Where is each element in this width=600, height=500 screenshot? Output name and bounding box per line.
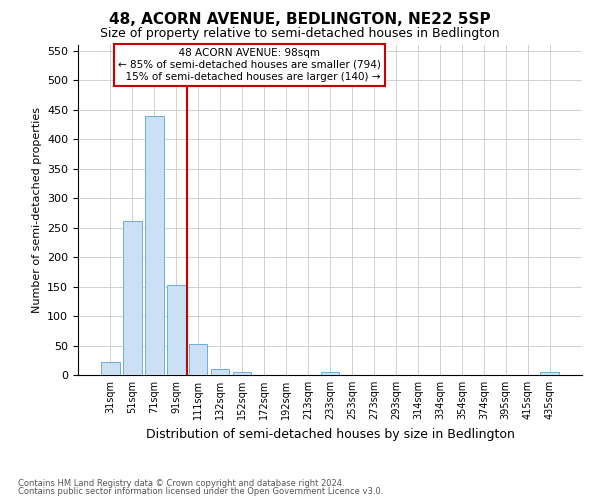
Bar <box>211 369 229 375</box>
Bar <box>189 344 208 375</box>
Bar <box>145 116 164 375</box>
Bar <box>233 372 251 375</box>
Bar <box>123 220 142 375</box>
Text: 48, ACORN AVENUE, BEDLINGTON, NE22 5SP: 48, ACORN AVENUE, BEDLINGTON, NE22 5SP <box>109 12 491 28</box>
X-axis label: Distribution of semi-detached houses by size in Bedlington: Distribution of semi-detached houses by … <box>146 428 514 440</box>
Bar <box>101 362 119 375</box>
Text: Contains HM Land Registry data © Crown copyright and database right 2024.: Contains HM Land Registry data © Crown c… <box>18 478 344 488</box>
Bar <box>541 372 559 375</box>
Text: 48 ACORN AVENUE: 98sqm  
← 85% of semi-detached houses are smaller (794)
  15% o: 48 ACORN AVENUE: 98sqm ← 85% of semi-det… <box>118 48 381 82</box>
Bar <box>167 286 185 375</box>
Text: Contains public sector information licensed under the Open Government Licence v3: Contains public sector information licen… <box>18 487 383 496</box>
Text: Size of property relative to semi-detached houses in Bedlington: Size of property relative to semi-detach… <box>100 28 500 40</box>
Y-axis label: Number of semi-detached properties: Number of semi-detached properties <box>32 107 41 313</box>
Bar <box>320 372 340 375</box>
